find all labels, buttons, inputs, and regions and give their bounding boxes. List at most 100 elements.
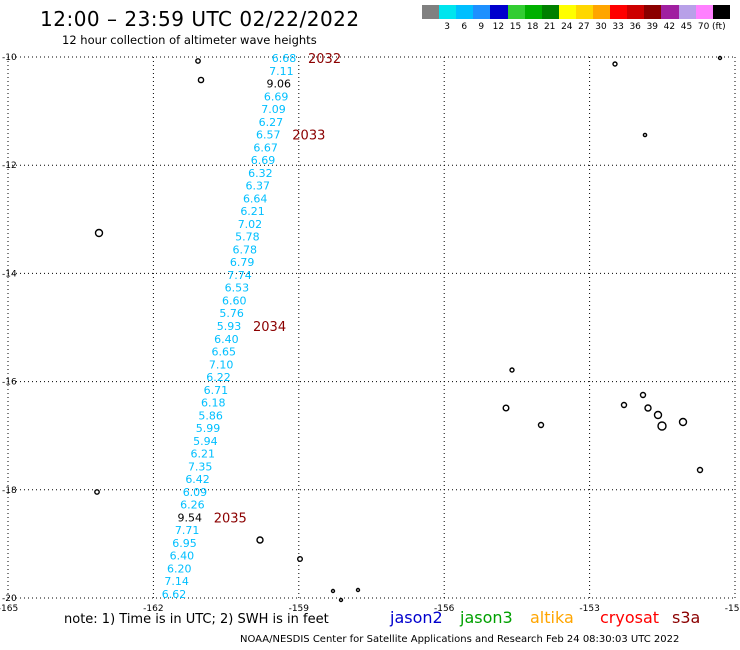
swh-value-label: 6.40 — [214, 333, 239, 346]
island-outline — [297, 556, 304, 563]
swh-value-label: 6.57 — [256, 129, 281, 142]
island-outline — [509, 367, 515, 373]
island-outline — [330, 588, 336, 594]
lat-tick-label: -10 — [2, 53, 17, 63]
note-text: note: 1) Time is in UTC; 2) SWH is in fe… — [64, 612, 329, 627]
swh-value-label: 6.40 — [170, 550, 195, 563]
island-outline — [355, 587, 361, 593]
colorbar-swatch — [661, 5, 679, 19]
island-outline — [338, 597, 344, 603]
island-outline — [639, 391, 647, 399]
swh-value-label: 5.99 — [196, 422, 221, 435]
colorbar-label: 21 — [543, 22, 556, 32]
lon-tick-label: -156 — [434, 604, 455, 614]
colorbar-label: 30 — [595, 22, 607, 32]
colorbar-label: 33 — [612, 22, 624, 32]
colorbar-label: 18 — [526, 22, 539, 32]
colorbar-swatch — [575, 5, 594, 19]
swh-value-label: 5.93 — [217, 320, 242, 333]
swh-value-label: 6.42 — [185, 473, 210, 486]
lat-tick-label: -16 — [2, 378, 17, 388]
swh-value-label: 7.09 — [261, 103, 286, 116]
island-outline — [256, 536, 264, 544]
colorbar-label: 27 — [578, 22, 590, 32]
colorbar-swatch — [610, 5, 628, 19]
swh-value-label: 6.95 — [172, 537, 197, 550]
island-outline — [642, 132, 648, 138]
lat-tick-label: -20 — [2, 594, 17, 604]
swh-value-label: 6.09 — [183, 486, 208, 499]
island-outline — [717, 55, 723, 61]
colorbar-label: 42 — [663, 22, 676, 32]
pass-time-label: 2035 — [214, 511, 247, 526]
colorbar-swatch — [473, 5, 491, 19]
swh-value-label: 7.71 — [175, 524, 200, 537]
swh-value-label: 7.11 — [269, 65, 294, 78]
swh-value-label: 6.64 — [243, 192, 268, 205]
swh-value-label: 7.02 — [238, 218, 263, 231]
colorbar-swatch — [439, 5, 457, 19]
swh-value-label: 6.78 — [232, 243, 257, 256]
colorbar-label: 9 — [478, 22, 485, 32]
island-outline — [612, 61, 618, 67]
island-outline — [195, 58, 201, 64]
lon-tick-label: -159 — [289, 604, 310, 614]
swh-value-label: 5.78 — [235, 231, 260, 244]
colorbar-label: 70 — [697, 22, 710, 32]
swh-value-label: 6.27 — [259, 116, 284, 129]
island-outline — [678, 417, 688, 427]
colorbar-swatch — [712, 5, 731, 19]
island-outline — [537, 421, 545, 429]
island-outline — [197, 76, 205, 84]
lon-tick-label: -153 — [579, 604, 599, 614]
swh-value-label: 6.32 — [248, 167, 273, 180]
colorbar-swatch — [422, 5, 440, 19]
swh-value-label: 6.21 — [191, 448, 216, 461]
swh-value-label: 6.65 — [212, 346, 237, 359]
colorbar-swatch — [558, 5, 577, 19]
swh-value-label: 6.60 — [222, 294, 247, 307]
swh-value-label: 6.37 — [246, 180, 271, 193]
swh-value-label: 6.69 — [264, 90, 289, 103]
colorbar-label: 39 — [646, 22, 659, 32]
swh-value-label: 7.10 — [209, 358, 234, 371]
swh-value-label: 9.54 — [177, 511, 202, 524]
island-outline — [653, 410, 663, 420]
colorbar-label: 36 — [629, 22, 641, 32]
island-outline — [644, 404, 652, 412]
swh-value-label: 6.53 — [225, 282, 250, 295]
swh-value-label: 6.26 — [180, 499, 205, 512]
pass-time-label: 2034 — [253, 320, 286, 335]
lat-tick-label: -18 — [2, 486, 17, 496]
page-subtitle: 12 hour collection of altimeter wave hei… — [62, 33, 317, 47]
swh-value-label: 7.14 — [164, 575, 189, 588]
lon-tick-label: -162 — [143, 604, 163, 614]
satellite-legend-item: altika — [530, 608, 574, 627]
colorbar-swatch — [593, 5, 611, 19]
swh-value-label: 6.71 — [204, 384, 229, 397]
footer-credit: NOAA/NESDIS Center for Satellite Applica… — [240, 634, 680, 645]
lat-tick-label: -12 — [2, 161, 17, 171]
colorbar-swatch — [456, 5, 474, 19]
island-outline — [696, 466, 704, 474]
swh-value-label: 6.79 — [230, 256, 255, 269]
pass-time-label: 2032 — [308, 52, 341, 67]
colorbar-label: 15 — [509, 22, 522, 32]
swh-value-label: 6.62 — [162, 588, 187, 601]
colorbar-swatch — [695, 5, 714, 19]
swh-value-label: 9.06 — [267, 78, 292, 91]
island-outline — [502, 404, 510, 412]
swh-value-label: 6.21 — [240, 205, 265, 218]
satellite-legend-item: cryosat — [600, 608, 660, 627]
colorbar-swatch — [507, 5, 526, 19]
satellite-legend-item: jason2 — [390, 608, 443, 627]
island-outline — [657, 421, 667, 431]
swh-value-label: 6.18 — [201, 397, 226, 410]
colorbar-swatch — [627, 5, 645, 19]
colorbar-swatch — [644, 5, 662, 19]
swh-value-label: 7.35 — [188, 460, 213, 473]
satellite-legend-item: s3a — [672, 608, 701, 627]
island-outline — [620, 401, 628, 409]
colorbar-swatch — [541, 5, 560, 19]
swh-value-label: 6.67 — [253, 141, 278, 154]
